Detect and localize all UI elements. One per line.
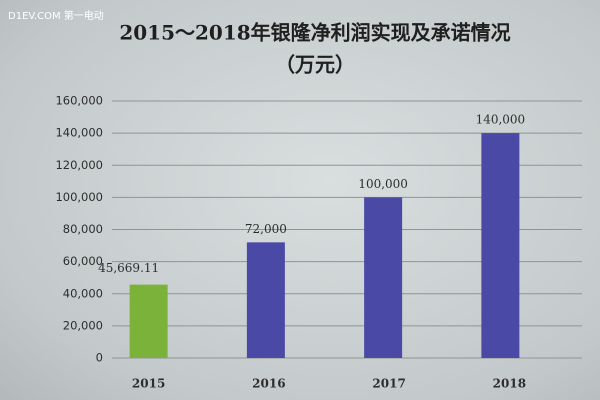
y-tick-label: 60,000	[63, 254, 103, 268]
bar	[129, 284, 168, 358]
y-tick-label: 160,000	[55, 94, 103, 108]
value-label: 45,669.11	[98, 261, 159, 275]
y-tick-label: 120,000	[55, 158, 103, 172]
y-tick-label: 100,000	[55, 190, 103, 204]
chart-subtitle: （万元）	[275, 53, 355, 77]
y-tick-label: 40,000	[63, 286, 103, 300]
x-tick-label: 2018	[493, 377, 526, 391]
value-label: 140,000	[476, 113, 526, 127]
y-tick-label: 0	[96, 351, 103, 365]
y-tick-label: 80,000	[63, 222, 103, 236]
bar	[246, 242, 285, 358]
watermark: D1EV.COM 第一电动	[8, 9, 104, 22]
bar	[364, 197, 403, 358]
y-tick-label: 20,000	[63, 318, 103, 332]
chart-title: 2015～2018年银隆净利润实现及承诺情况	[119, 21, 510, 45]
value-label: 100,000	[358, 177, 408, 191]
x-tick-label: 2016	[252, 377, 285, 391]
value-label: 72,000	[245, 222, 287, 236]
x-tick-label: 2017	[372, 377, 405, 391]
bar	[481, 133, 520, 358]
y-tick-label: 140,000	[55, 126, 103, 140]
x-tick-label: 2015	[132, 377, 165, 391]
